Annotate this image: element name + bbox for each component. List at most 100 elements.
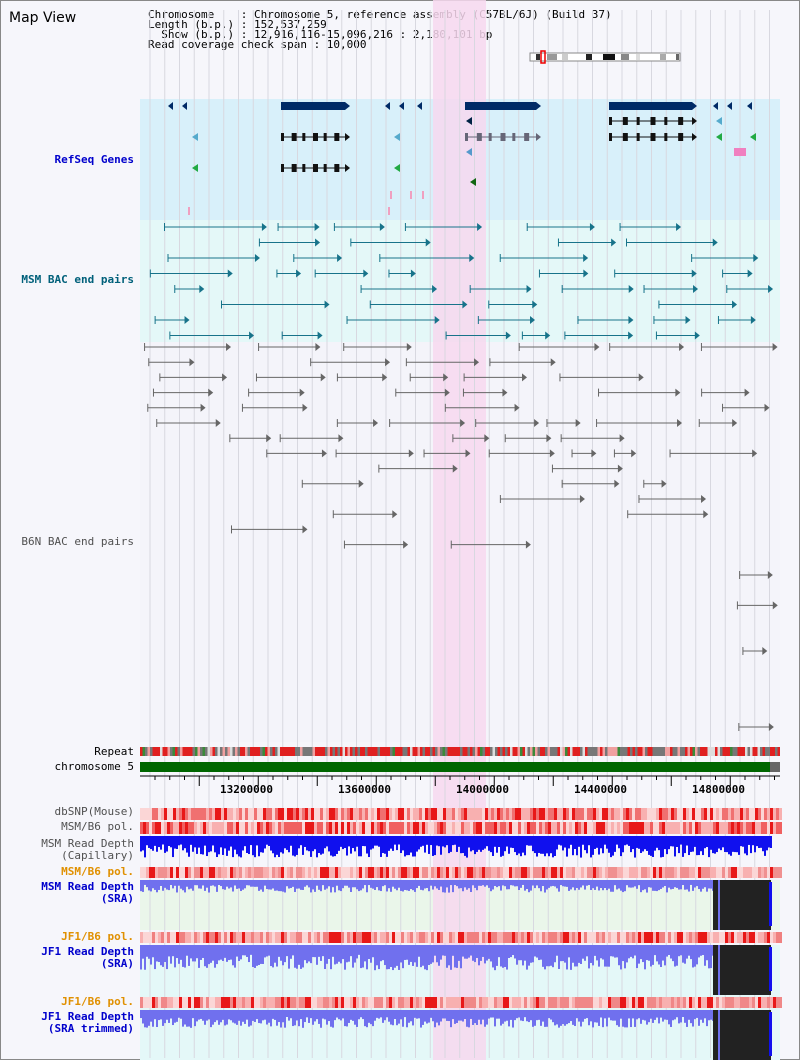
- msm-sra-depth-bar: [658, 880, 660, 891]
- msm-sra-depth-bar: [538, 880, 540, 889]
- jf1-trimmed-depth-bar: [436, 1010, 438, 1023]
- jf1-pol-heat-cell: [728, 932, 731, 943]
- jf1-sra-depth-bar: [332, 945, 334, 957]
- repeat-element: [540, 747, 543, 756]
- jf1-trimmed-depth-bar: [268, 1010, 270, 1023]
- jf1-trimmed-depth-bar: [358, 1010, 360, 1020]
- msm-capillary-depth-bar: [418, 836, 420, 850]
- msm-capillary-depth-bar: [596, 836, 598, 848]
- repeat-element: [330, 747, 333, 756]
- track-label-chromosome: chromosome 5: [54, 760, 134, 773]
- jf1-pol-heat-cell: [638, 932, 641, 943]
- msm-bac-pair: [227, 269, 233, 278]
- jf1-trimmed-depth-bar: [670, 1010, 672, 1027]
- depth-bar: [718, 945, 720, 995]
- msm-pol-heat-cell: [614, 822, 617, 834]
- msm-sra-depth-bar: [566, 880, 568, 887]
- msm-capillary-depth-bar: [320, 836, 322, 855]
- jf1-pol-heat-cell: [374, 997, 377, 1008]
- dbsnp-heat-cell: [365, 808, 368, 820]
- jf1-trimmed-depth-bar: [568, 1010, 570, 1024]
- jf1-trimmed-depth-bar: [530, 1010, 532, 1021]
- msm-pol-heat-cell: [269, 867, 272, 878]
- gene-strand-arrow: [692, 133, 697, 141]
- msm-capillary-depth-bar: [484, 836, 486, 849]
- ideogram-band: [547, 54, 557, 60]
- msm-sra-depth-bar: [388, 880, 390, 889]
- msm-pol-heat-cell: [191, 867, 194, 878]
- track-label-refseq[interactable]: RefSeq Genes: [54, 153, 134, 166]
- b6n-bac-pair: [320, 373, 326, 382]
- msm-sra-depth-bar: [476, 880, 478, 891]
- jf1-sra-depth-bar: [550, 945, 552, 966]
- dbsnp-heat-cell: [377, 808, 380, 820]
- jf1-pol-heat-cell: [431, 932, 434, 943]
- jf1-pol-heat-cell: [566, 932, 569, 943]
- b6n-bac-pair: [703, 510, 709, 519]
- repeat-element: [272, 747, 275, 756]
- jf1-sra-depth-bar: [394, 945, 396, 968]
- jf1-trimmed-depth-bar: [370, 1010, 372, 1025]
- jf1-pol-heat-cell: [695, 997, 698, 1008]
- jf1-trimmed-depth-bar: [706, 1010, 708, 1027]
- msm-pol-heat-cell: [758, 867, 761, 878]
- jf1-pol-heat-cell: [446, 997, 449, 1008]
- jf1-sra-depth-bar: [452, 945, 454, 956]
- repeat-element: [675, 747, 678, 756]
- dbsnp-heat-cell: [440, 808, 443, 820]
- track-label-b6n-bac[interactable]: B6N BAC end pairs: [21, 535, 134, 548]
- jf1-sra-depth-bar: [432, 945, 434, 963]
- jf1-sra-depth-bar: [530, 945, 532, 963]
- msm-pol-heat-cell: [587, 822, 590, 834]
- msm-pol-heat-cell: [755, 822, 758, 834]
- msm-sra-depth-bar: [504, 880, 506, 887]
- msm-capillary-depth-bar: [332, 836, 334, 857]
- msm-capillary-depth-bar: [226, 836, 228, 856]
- jf1-pol-heat-cell: [626, 997, 629, 1008]
- msm-capillary-depth-bar: [144, 836, 146, 858]
- msm-sra-depth-bar: [434, 880, 436, 887]
- msm-pol-heat-cell: [749, 822, 752, 834]
- msm-pol-heat-cell: [434, 867, 437, 878]
- msm-pol-heat-cell: [359, 867, 362, 878]
- msm-pol-heat-cell: [533, 867, 536, 878]
- repeat-element: [545, 747, 548, 756]
- msm-pol-heat-cell: [329, 867, 332, 878]
- msm-pol-heat-cell: [242, 867, 245, 878]
- msm-sra-depth-bar: [148, 880, 150, 891]
- msm-sra-depth-bar: [612, 880, 614, 892]
- msm-pol-heat-cell: [743, 867, 746, 878]
- jf1-trimmed-depth-bar: [234, 1010, 236, 1024]
- dbsnp-heat-cell: [416, 808, 419, 820]
- msm-bac-pair: [676, 223, 682, 231]
- msm-pol-heat-cell: [296, 867, 299, 878]
- msm-sra-depth-bar: [204, 880, 206, 891]
- msm-sra-depth-bar: [484, 880, 486, 887]
- gene-strand-arrow: [345, 102, 350, 110]
- msm-capillary-depth-bar: [454, 836, 456, 845]
- jf1-pol-heat-cell: [389, 932, 392, 943]
- msm-pol-heat-cell: [620, 822, 623, 834]
- msm-capillary-depth-bar: [284, 836, 286, 849]
- jf1-trimmed-depth-bar: [274, 1010, 276, 1020]
- dbsnp-heat-cell: [182, 808, 185, 820]
- jf1-trimmed-depth-bar: [540, 1010, 542, 1026]
- repeat-element: [580, 747, 583, 756]
- jf1-pol-heat-cell: [485, 997, 488, 1008]
- jf1-trimmed-depth-bar: [534, 1010, 536, 1026]
- dbsnp-heat-cell: [644, 808, 647, 820]
- gene-exon: [678, 133, 684, 141]
- dbsnp-heat-cell: [575, 808, 578, 820]
- jf1-trimmed-depth-bar: [292, 1010, 294, 1027]
- repeat-element: [722, 747, 725, 756]
- track-label-msm-bac[interactable]: MSM BAC end pairs: [21, 273, 134, 286]
- dbsnp-heat-cell: [329, 808, 332, 820]
- msm-bac-pair: [410, 269, 416, 278]
- dbsnp-heat-cell: [542, 808, 545, 820]
- jf1-trimmed-depth-bar: [646, 1010, 648, 1025]
- no-coverage-block: [713, 1010, 771, 1060]
- msm-pol-heat-cell: [428, 822, 431, 834]
- msm-pol-heat-cell: [401, 822, 404, 834]
- msm-capillary-depth-bar: [308, 836, 310, 852]
